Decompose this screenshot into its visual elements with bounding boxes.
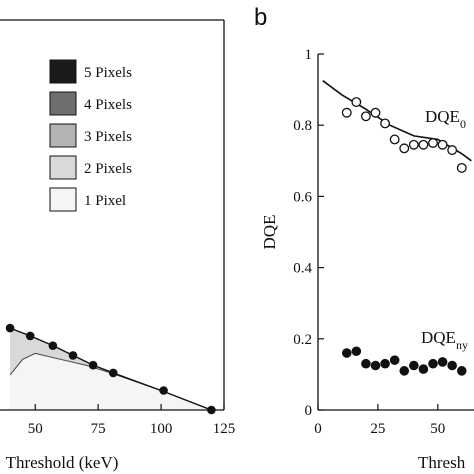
panel-a-marker: [207, 405, 216, 415]
legend-label: 2 Pixels: [84, 161, 132, 177]
dqeny-point: [437, 357, 448, 367]
legend-swatch: [49, 155, 77, 180]
dqeny-annotation: DQEny: [421, 328, 468, 352]
dqe0-point: [389, 134, 400, 145]
dqe0-point: [418, 139, 429, 150]
panel-b-points: [341, 97, 467, 376]
panel-b-fit-curve: [322, 80, 472, 162]
panel-a-marker: [108, 368, 118, 378]
panel-b-letter: b: [254, 4, 267, 31]
panel-a-marker: [88, 360, 98, 370]
panel-b: b 00.20.40.60.81 0 25 50 DQE Thresh DQE0 D…: [254, 4, 474, 472]
panel-b-y-axis-label: DQE: [260, 215, 279, 250]
dqe0-point: [447, 145, 458, 156]
panel-a-marker: [159, 386, 168, 395]
panel-b-y-tick-label: 0.6: [293, 189, 312, 205]
panel-a-marker: [48, 341, 58, 350]
panel-b-axes: [317, 54, 474, 411]
dqe0-point: [360, 111, 371, 122]
dqe0-point: [341, 107, 352, 118]
panel-b-y-ticks: 0 0.2 0.4 0.6 0.8 1: [293, 47, 324, 419]
dqe0-point: [351, 97, 362, 108]
panel-a-x-tick-label: 75: [91, 421, 106, 437]
panel-b-x-tick-label: 50: [430, 421, 445, 437]
panel-a-legend: 5 Pixels 4 Pixels 3 Pixels 2 Pixels 1 Pixel: [49, 59, 132, 212]
area-1-pixel: [10, 353, 212, 410]
dqe0-annotation: DQE0: [425, 107, 466, 131]
dqe0-point: [408, 139, 419, 150]
legend-label: 3 Pixels: [84, 129, 132, 145]
panel-b-x-tick-label: 0: [314, 421, 322, 437]
dqeny-point: [399, 366, 410, 376]
panel-a-stacked-areas: [9, 327, 212, 411]
panel-a-marker: [68, 351, 78, 360]
dqeny-point: [361, 358, 371, 369]
dqeny-point: [370, 360, 381, 371]
panel-b-x-axis-label: Thresh: [418, 453, 466, 472]
dqeny-point: [389, 355, 400, 365]
dqe0-point: [456, 162, 467, 173]
legend-swatch: [49, 123, 77, 148]
dqe0-fit-line: [322, 80, 472, 162]
dqeny-point: [428, 358, 438, 369]
panel-b-y-tick-label: 1: [305, 47, 313, 63]
legend-swatch: [49, 187, 77, 212]
dqe0-annotation-main: DQE: [425, 107, 460, 126]
dqe0-point: [437, 139, 448, 150]
panel-a-x-ticks: 50 75 100 125: [28, 404, 236, 437]
panel-a-x-tick-label: 50: [28, 421, 43, 437]
panel-a-marker: [5, 323, 15, 333]
panel-a: 50 75 100 125 5 Pixels 4 Pixels 3 Pixels 2 Pix…: [0, 19, 236, 472]
panel-b-y-tick-label: 0: [305, 403, 313, 419]
panel-a-marker: [25, 331, 35, 341]
panel-a-x-tick-label: 125: [213, 421, 236, 437]
dqeny-point: [409, 360, 419, 371]
dqeny-point: [341, 348, 352, 358]
panel-b-x-ticks: 0 25 50: [314, 404, 445, 437]
panel-a-x-axis-label: Threshold (keV): [6, 453, 119, 472]
dqeny-point: [418, 364, 429, 374]
dqe0-point: [380, 118, 391, 129]
dqeny-point: [380, 358, 390, 369]
panel-b-y-tick-label: 0.8: [293, 118, 312, 134]
dqeny-point: [351, 346, 362, 357]
legend-swatch: [49, 59, 77, 84]
panel-b-x-tick-label: 25: [370, 421, 385, 437]
dqe0-point: [399, 143, 410, 154]
dqe0-annotation-sub: 0: [460, 117, 466, 131]
legend-swatch: [49, 91, 77, 116]
dqeny-annotation-main: DQE: [421, 328, 456, 347]
panel-a-axes: [0, 19, 225, 411]
panel-b-y-tick-label: 0.4: [293, 261, 312, 277]
legend-label: 1 Pixel: [84, 193, 126, 209]
legend-label: 5 Pixels: [84, 65, 132, 81]
legend-label: 4 Pixels: [84, 97, 132, 113]
panel-a-x-tick-label: 100: [150, 421, 173, 437]
dqe0-point: [428, 138, 438, 148]
dqe0-point: [370, 107, 381, 118]
dqeny-point: [447, 360, 457, 371]
panel-a-markers: [5, 323, 216, 415]
dqeny-point: [456, 366, 467, 376]
dqeny-annotation-sub: ny: [456, 338, 468, 352]
panel-b-y-tick-label: 0.2: [293, 332, 312, 348]
